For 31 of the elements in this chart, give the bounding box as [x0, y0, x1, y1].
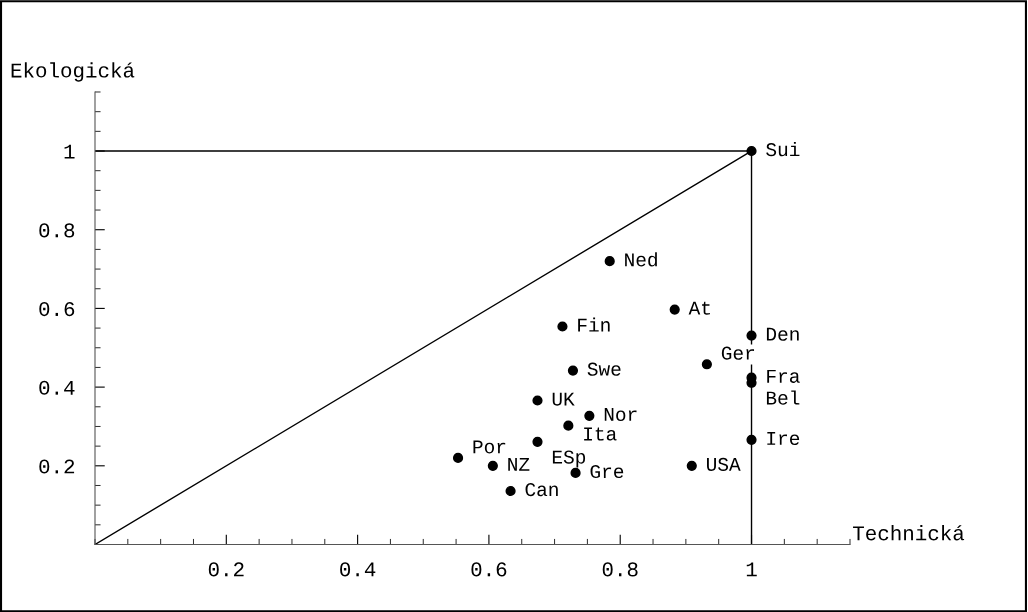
annotation: UK — [552, 392, 575, 406]
y-tick-label: 0.6 — [39, 302, 75, 317]
x-axis-title: Technická — [853, 525, 965, 541]
annotation: Ger — [721, 346, 755, 360]
annotation: Por — [473, 440, 506, 454]
annotation: Bel — [766, 390, 800, 405]
annotation: Den — [766, 327, 799, 341]
x-tick-label: 0.4 — [340, 562, 376, 577]
annotation: Nor — [604, 408, 637, 422]
annotation: Can — [525, 483, 558, 497]
annotation: Gre — [590, 464, 624, 479]
x-tick-label: 1 — [746, 562, 757, 577]
annotation: At — [688, 301, 710, 315]
x-tick-label: 0.2 — [208, 562, 244, 577]
annotation: Ire — [767, 432, 800, 446]
annotation: ESp — [552, 450, 586, 468]
annotation: Ned — [625, 252, 657, 267]
annotation: Swe — [587, 362, 621, 376]
y-tick-label: 0.2 — [39, 459, 75, 474]
annotation: NZ — [508, 458, 530, 471]
annotation: Fin — [578, 317, 610, 332]
x-tick-label: 0.6 — [471, 562, 507, 577]
y-tick-label: 1 — [64, 144, 75, 159]
y-tick-label: 0.4 — [39, 380, 75, 395]
annotation: Fra — [767, 369, 800, 383]
annotation: USA — [707, 457, 741, 472]
y-axis-title: Ekologická — [11, 62, 135, 82]
annotation: Sui — [766, 141, 800, 157]
annotation: Ita — [584, 427, 617, 441]
x-tick-label: 0.8 — [602, 562, 638, 577]
y-tick-label: 0.8 — [39, 223, 75, 238]
